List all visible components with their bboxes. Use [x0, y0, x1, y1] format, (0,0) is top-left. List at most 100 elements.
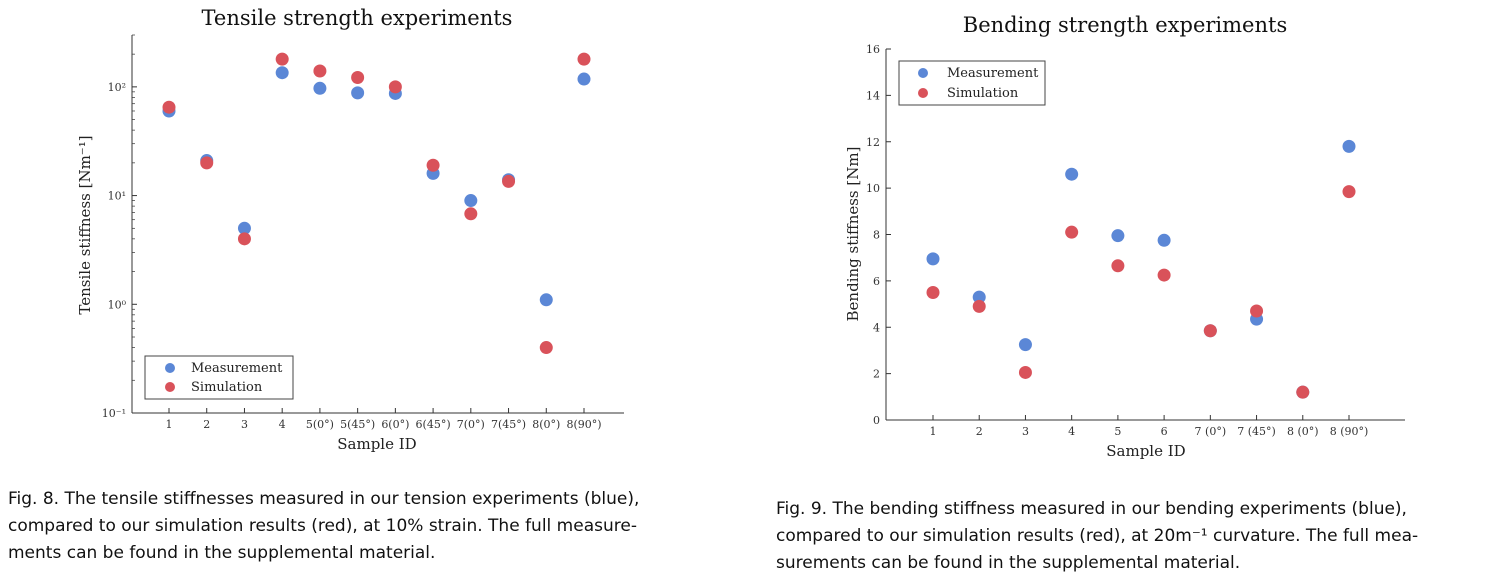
- y-tick-label: 8: [873, 229, 880, 242]
- y-tick-label: 6: [873, 275, 880, 288]
- y-tick-label: 10²: [108, 81, 126, 94]
- tensile-chart: Tensile strength experiments 10⁻¹10⁰10¹1…: [76, 6, 624, 453]
- legend-marker-simulation: [918, 88, 928, 98]
- point-simulation: [1018, 365, 1032, 379]
- caption-line: surements can be found in the supplement…: [776, 553, 1241, 573]
- x-tick-label: 4: [279, 418, 286, 431]
- plot-frame: [131, 35, 624, 414]
- x-tick-label: 7 (45°): [1237, 425, 1276, 438]
- figure-caption-8: Fig. 8. The tensile stiffnesses measured…: [8, 486, 708, 567]
- y-axis-ticks: 0 2 4 6 8 10 12 14 16: [866, 43, 891, 427]
- point-simulation: [313, 64, 327, 78]
- legend-label-measurement: Measurement: [947, 66, 1039, 81]
- y-tick-label: 12: [866, 136, 880, 149]
- point-simulation: [1250, 304, 1264, 318]
- legend-label-measurement: Measurement: [191, 361, 283, 376]
- point-measurement: [1342, 139, 1356, 153]
- x-tick-label: 1: [166, 418, 173, 431]
- point-simulation: [1203, 324, 1217, 338]
- x-tick-label: 4: [1068, 425, 1075, 438]
- chart-title: Tensile strength experiments: [202, 6, 513, 30]
- point-measurement: [351, 86, 365, 100]
- point-measurement: [1111, 229, 1125, 243]
- point-simulation: [926, 285, 940, 299]
- y-axis-label: Tensile stiffness [Nm⁻¹]: [76, 135, 94, 314]
- point-measurement: [577, 72, 591, 86]
- point-simulation: [200, 156, 214, 170]
- caption-line: ments can be found in the supplemental m…: [8, 543, 436, 563]
- x-tick-label: 6(0°): [381, 418, 409, 431]
- x-tick-label: 8 (90°): [1330, 425, 1369, 438]
- legend-marker-measurement: [918, 68, 928, 78]
- y-tick-label: 14: [866, 89, 880, 102]
- y-tick-label: 10⁻¹: [102, 407, 126, 420]
- y-tick-label: 10⁰: [108, 298, 127, 311]
- point-measurement: [313, 81, 327, 95]
- x-axis-ticks: 1 2 3 4 5 6 7 (0°) 7 (45°) 8 (0°) 8 (90°): [930, 415, 1369, 438]
- point-simulation: [972, 299, 986, 313]
- point-measurement: [1065, 167, 1079, 181]
- x-axis-ticks: 1 2 3 4 5(0°) 5(45°) 6(0°) 6(45°) 7(0°) 7(45°) 8(0…: [166, 408, 602, 431]
- x-tick-label: 3: [241, 418, 248, 431]
- y-tick-label: 2: [873, 368, 880, 381]
- x-tick-label: 5: [1114, 425, 1121, 438]
- y-tick-label: 16: [866, 43, 880, 56]
- legend-label-simulation: Simulation: [947, 86, 1019, 101]
- point-simulation: [1342, 185, 1356, 199]
- bending-chart: Bending strength experiments 02468101214…: [844, 13, 1405, 460]
- point-measurement: [972, 290, 986, 304]
- point-simulation: [1157, 268, 1171, 282]
- point-simulation: [351, 70, 365, 84]
- legend: Measurement Simulation: [898, 60, 1046, 106]
- x-axis-label: Sample ID: [337, 435, 416, 453]
- point-simulation: [275, 52, 289, 66]
- y-axis-ticks: 10⁻¹ 10⁰ 10¹ 10²: [102, 34, 137, 420]
- x-tick-label: 7(45°): [491, 418, 526, 431]
- legend-label-simulation: Simulation: [191, 380, 263, 395]
- point-simulation: [1065, 225, 1079, 239]
- point-simulation: [539, 341, 553, 355]
- point-simulation: [502, 174, 516, 188]
- x-tick-label: 2: [203, 418, 210, 431]
- point-measurement: [464, 194, 478, 208]
- figure-caption-9: Fig. 9. The bending stiffness measured i…: [776, 496, 1481, 577]
- point-simulation: [162, 100, 176, 114]
- caption-line: Fig. 8. The tensile stiffnesses measured…: [8, 489, 640, 509]
- point-measurement: [539, 293, 553, 307]
- x-tick-label: 3: [1022, 425, 1029, 438]
- data-points: [926, 139, 1356, 399]
- x-tick-label: 8 (0°): [1287, 425, 1319, 438]
- x-tick-label: 8(90°): [566, 418, 601, 431]
- x-tick-label: 5(0°): [306, 418, 334, 431]
- legend-marker-measurement: [165, 363, 175, 373]
- point-simulation: [1111, 259, 1125, 273]
- point-simulation: [426, 158, 440, 172]
- point-measurement: [237, 221, 251, 235]
- point-measurement: [926, 252, 940, 266]
- chart-title: Bending strength experiments: [963, 13, 1287, 37]
- x-tick-label: 8(0°): [532, 418, 560, 431]
- x-axis-label: Sample ID: [1106, 442, 1185, 460]
- y-tick-label: 10¹: [108, 190, 126, 203]
- y-tick-label: 4: [873, 321, 880, 334]
- x-tick-label: 1: [930, 425, 937, 438]
- x-tick-label: 7(0°): [457, 418, 485, 431]
- x-tick-label: 6: [1161, 425, 1168, 438]
- point-simulation: [237, 232, 251, 246]
- y-tick-label: 0: [873, 414, 880, 427]
- data-points: [162, 52, 591, 355]
- x-tick-label: 2: [976, 425, 983, 438]
- x-tick-label: 5(45°): [340, 418, 375, 431]
- point-simulation: [1296, 385, 1310, 399]
- point-simulation: [388, 80, 402, 94]
- caption-line: compared to our simulation results (red)…: [776, 526, 1419, 546]
- x-tick-label: 6(45°): [416, 418, 451, 431]
- caption-line: compared to our simulation results (red)…: [8, 516, 637, 536]
- point-measurement: [275, 66, 289, 80]
- point-measurement: [1157, 233, 1171, 247]
- caption-line: Fig. 9. The bending stiffness measured i…: [776, 499, 1407, 519]
- y-tick-label: 10: [866, 182, 880, 195]
- point-measurement: [1018, 338, 1032, 352]
- y-axis-label: Bending stiffness [Nm]: [844, 147, 862, 322]
- legend-marker-simulation: [165, 382, 175, 392]
